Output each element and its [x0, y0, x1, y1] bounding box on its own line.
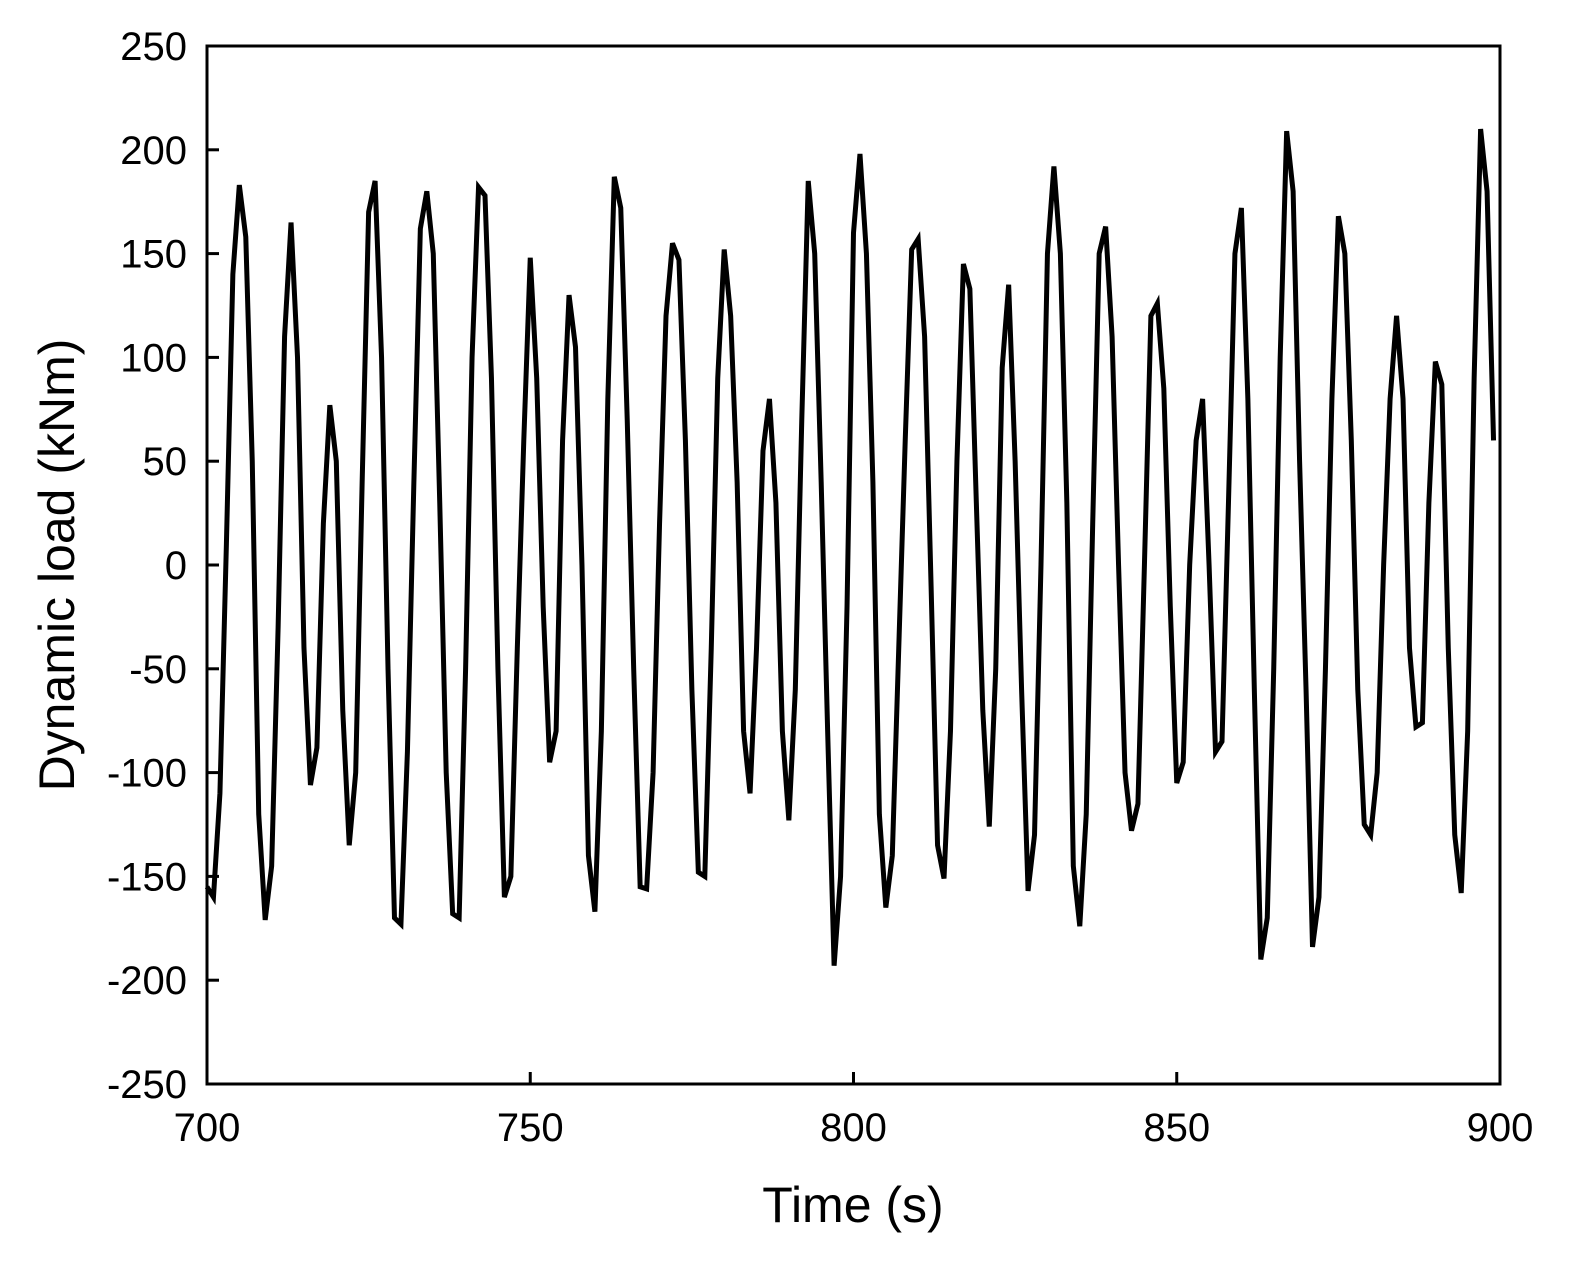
- y-tick-label: 50: [143, 440, 188, 484]
- plot-frame: [205, 44, 1502, 1086]
- y-tick-label: 250: [120, 25, 187, 69]
- x-axis-title: Time (s): [762, 1177, 943, 1233]
- y-tick-label: 150: [120, 233, 187, 277]
- x-tick-label: 900: [1467, 1106, 1534, 1150]
- x-tick-label: 700: [174, 1106, 241, 1150]
- y-tick-label: -100: [107, 752, 187, 796]
- x-tick-label: 850: [1143, 1106, 1210, 1150]
- y-tick-label: 200: [120, 129, 187, 173]
- x-tick-label: 750: [497, 1106, 564, 1150]
- y-axis-title: Dynamic load (kNm): [29, 339, 85, 792]
- x-tick-label: 800: [820, 1106, 887, 1150]
- y-tick-label: -200: [107, 959, 187, 1003]
- y-tick-label: 0: [165, 544, 187, 588]
- y-tick-label: -50: [129, 648, 187, 692]
- data-line: [204, 128, 1497, 966]
- y-tick-label: -250: [107, 1063, 187, 1107]
- y-tick-label: 100: [120, 336, 187, 380]
- y-tick-label: -150: [107, 855, 187, 899]
